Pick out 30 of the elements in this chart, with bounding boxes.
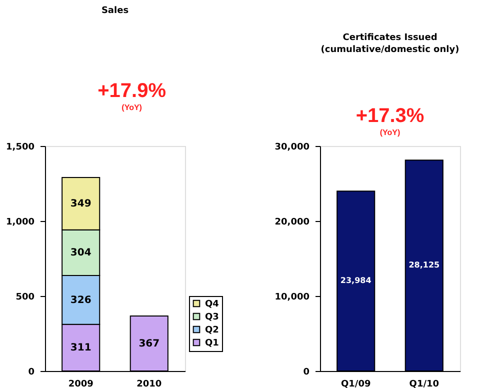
chart-title: Certificates Issued — [342, 33, 438, 43]
y-tick-label: 20,000 — [274, 218, 310, 228]
legend-label: Q1 — [205, 338, 219, 348]
data-label: 304 — [70, 248, 92, 259]
y-tick-label: 1,500 — [6, 142, 34, 152]
x-tick-label: 2010 — [136, 380, 162, 388]
data-label: 349 — [70, 198, 92, 210]
text: +17.3% — [356, 105, 424, 127]
chart-subtitle: (cumulative/domestic only) — [320, 45, 460, 55]
legend-label: Q3 — [205, 312, 219, 322]
y-tick-label: 10,000 — [274, 292, 310, 302]
y-tick-label: 30,000 — [274, 142, 310, 152]
text: +17.9% — [98, 80, 166, 102]
x-tick-label: 2009 — [68, 380, 94, 388]
chart-title: Sales — [101, 6, 129, 16]
text: (YoY) — [380, 128, 400, 137]
data-label: 28,125 — [408, 260, 440, 270]
legend-label: Q2 — [205, 326, 219, 336]
data-label: 23,984 — [340, 276, 372, 286]
legend-label: Q4 — [205, 300, 219, 310]
data-label: 367 — [138, 338, 160, 350]
x-tick-label: Q1/09 — [340, 380, 371, 388]
x-tick-label: Q1/10 — [409, 380, 440, 388]
y-tick-label: 1,000 — [6, 218, 34, 228]
text: (YoY) — [122, 103, 142, 112]
data-label: 326 — [70, 294, 92, 306]
data-label: 311 — [70, 342, 92, 354]
y-tick-label: 0 — [303, 368, 310, 378]
y-tick-label: 500 — [16, 292, 34, 302]
y-tick-label: 0 — [28, 368, 34, 378]
